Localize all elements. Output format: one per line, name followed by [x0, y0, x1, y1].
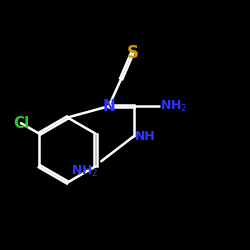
Text: Cl: Cl	[13, 116, 29, 130]
Text: N: N	[102, 99, 115, 114]
Text: S: S	[126, 44, 138, 62]
Text: NH$_2$: NH$_2$	[160, 99, 187, 114]
Text: NH$_2$: NH$_2$	[72, 164, 99, 179]
Text: NH: NH	[135, 130, 156, 143]
